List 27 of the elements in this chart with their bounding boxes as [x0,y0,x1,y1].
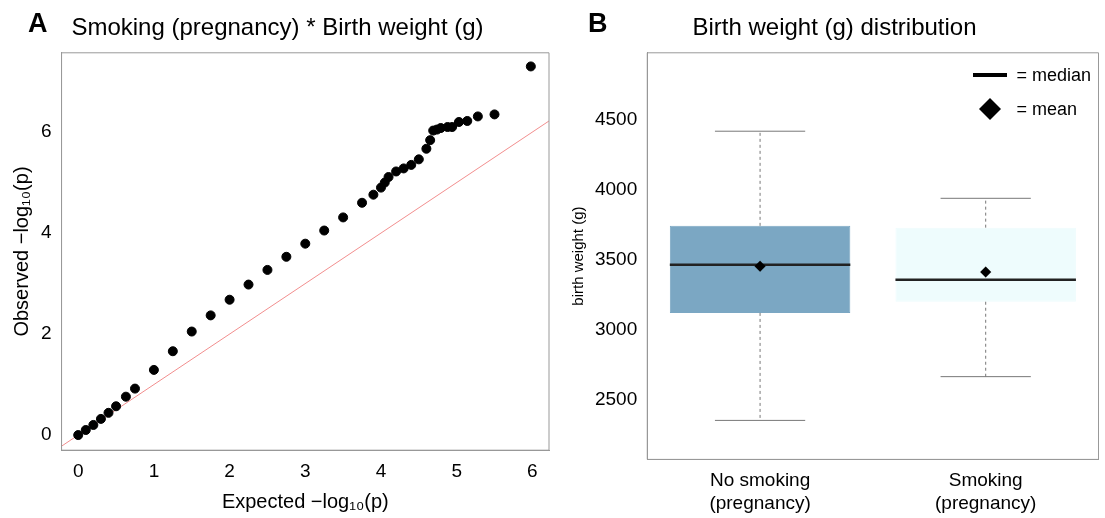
y-tick-label: 6 [40,120,52,142]
y-tick-label: 2 [40,322,52,344]
y-tick-label: 4 [40,221,52,243]
x-tick-label: 6 [527,459,538,481]
x-tick-label: 3 [299,459,311,481]
x-tick-label: No smoking (pregnancy) [709,469,811,513]
x-tick-label: 0 [72,459,84,481]
y-axis-title: birth weight (g) [569,206,587,306]
annotation: = mean [1016,98,1077,120]
y-tick-label: 4500 [594,108,638,130]
chart-title: Smoking (pregnancy) * Birth weight (g) [71,13,484,41]
text: B [588,8,608,39]
x-tick-label: 4 [375,459,387,481]
y-tick-label: 4000 [594,178,638,200]
y-tick-label: 0 [40,423,52,445]
x-tick-label: Smoking (pregnancy) [935,469,1037,513]
x-tick-label: 5 [451,459,462,481]
y-tick-label: 2500 [594,387,638,409]
annotation: = median [1016,64,1091,86]
chart-title: Birth weight (g) distribution [692,13,977,41]
x-tick-label: 1 [148,459,160,481]
y-axis-title: Observed −log₁₀(p) [9,166,32,337]
x-tick-label: 2 [224,459,235,481]
y-tick-label: 3000 [594,317,638,339]
y-tick-label: 3500 [594,248,638,270]
text: A [28,8,48,39]
x-axis-title: Expected −log₁₀(p) [221,489,389,512]
